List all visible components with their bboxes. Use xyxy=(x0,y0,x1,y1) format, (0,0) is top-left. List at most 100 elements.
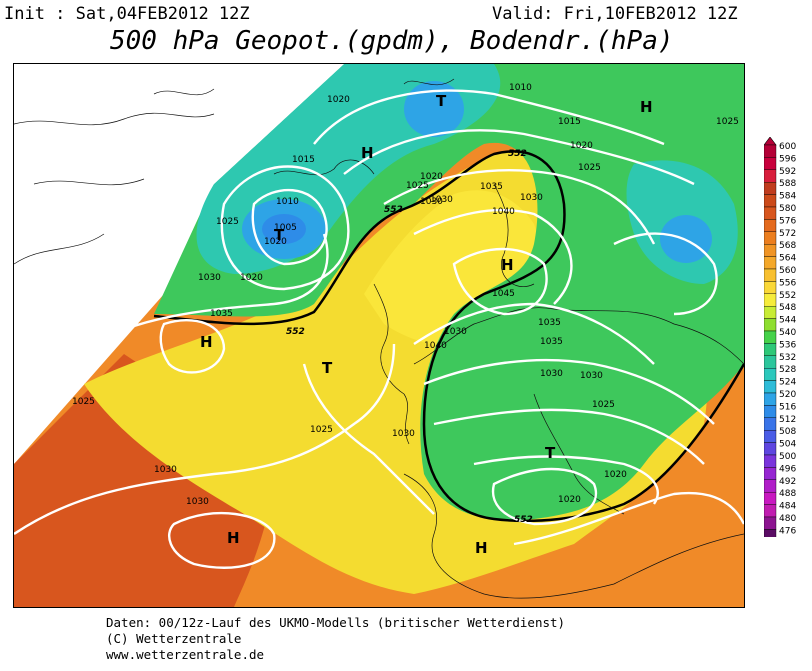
colorbar-swatch xyxy=(764,392,777,406)
svg-text:1030: 1030 xyxy=(420,197,443,207)
colorbar-swatch xyxy=(764,454,777,468)
colorbar-tick-label: 568 xyxy=(779,241,796,251)
colorbar-tick-label: 476 xyxy=(779,526,796,536)
colorbar-tick-label: 520 xyxy=(779,390,796,400)
center-low: T xyxy=(545,444,556,462)
svg-text:1025: 1025 xyxy=(72,397,95,407)
svg-text:1035: 1035 xyxy=(538,318,561,328)
colorbar-tick-label: 532 xyxy=(779,353,796,363)
colorbar-swatch xyxy=(764,144,777,158)
colorbar-swatch xyxy=(764,206,777,220)
svg-text:1035: 1035 xyxy=(540,337,563,347)
coastlines xyxy=(14,78,744,599)
svg-text:1025: 1025 xyxy=(578,163,601,173)
colorbar-tick-label: 548 xyxy=(779,303,796,313)
colorbar-swatch xyxy=(764,194,777,208)
footer-source: Daten: 00/12z-Lauf des UKMO-Modells (bri… xyxy=(106,615,566,630)
svg-text:1020: 1020 xyxy=(240,273,263,283)
svg-text:1030: 1030 xyxy=(580,371,603,381)
colorbar-swatch xyxy=(764,169,777,183)
footer-url: www.wetterzentrale.de xyxy=(106,647,265,662)
colorbar-arrow-top xyxy=(764,137,777,146)
colorbar-legend: 600 596 592 588 584 580 576 572 568 564 560 556 552 5… xyxy=(764,137,796,537)
colorbar-tick-label: 564 xyxy=(779,254,796,264)
colorbar-swatch xyxy=(764,256,777,270)
colorbar-swatch xyxy=(764,182,777,195)
colorbar-swatch xyxy=(764,243,777,257)
colorbar-swatch xyxy=(764,318,777,332)
svg-text:1020: 1020 xyxy=(570,141,593,151)
colorbar-tick-label: 488 xyxy=(779,489,796,499)
colorbar-tick-label: 528 xyxy=(779,365,796,375)
isobar-labels: 1010 1015 1020 1025 1030 1035 1040 1045 … xyxy=(72,83,739,507)
svg-text:1005: 1005 xyxy=(274,223,297,233)
colorbar-swatch xyxy=(764,516,777,530)
svg-text:1025: 1025 xyxy=(406,181,429,191)
svg-text:1025: 1025 xyxy=(592,400,615,410)
colorbar-tick-label: 504 xyxy=(779,440,796,450)
colorbar-swatch xyxy=(764,380,777,394)
colorbar-swatch xyxy=(764,442,777,456)
contour-552-labels: 552 552 552 552 xyxy=(286,149,533,525)
colorbar-tick-label: 480 xyxy=(779,514,796,524)
svg-text:1030: 1030 xyxy=(444,327,467,337)
svg-text:552: 552 xyxy=(286,327,305,337)
colorbar-tick-label: 556 xyxy=(779,278,796,288)
pressure-centers: T H T H T H H T H H xyxy=(200,92,653,557)
svg-text:1030: 1030 xyxy=(154,465,177,475)
svg-text:1030: 1030 xyxy=(392,429,415,439)
svg-text:552: 552 xyxy=(508,149,527,159)
colorbar-swatch xyxy=(764,281,777,294)
colorbar-swatch xyxy=(764,219,777,233)
colorbar-tick-label: 512 xyxy=(779,415,796,425)
chart-title: 500 hPa Geopot.(gpdm), Bodendr.(hPa) xyxy=(110,26,674,56)
colorbar-tick-label: 572 xyxy=(779,229,796,239)
colorbar-swatch xyxy=(764,268,777,282)
svg-text:1030: 1030 xyxy=(520,193,543,203)
field-blue-low2 xyxy=(404,81,464,137)
colorbar-tick-label: 496 xyxy=(779,464,796,474)
colorbar-tick-label: 516 xyxy=(779,402,796,412)
valid-time: Valid: Fri,10FEB2012 12Z xyxy=(492,4,738,24)
colorbar-tick-label: 600 xyxy=(779,142,796,152)
svg-text:552: 552 xyxy=(514,515,533,525)
svg-text:1025: 1025 xyxy=(216,217,239,227)
svg-text:1015: 1015 xyxy=(292,155,315,165)
colorbar-swatch xyxy=(764,367,777,381)
svg-text:1030: 1030 xyxy=(540,369,563,379)
center-high: H xyxy=(501,256,514,274)
colorbar-tick-label: 544 xyxy=(779,316,796,326)
colorbar-swatch xyxy=(764,231,777,245)
svg-text:1020: 1020 xyxy=(420,172,443,182)
colorbar-tick-label: 580 xyxy=(779,204,796,214)
colorbar-tick-label: 584 xyxy=(779,192,796,202)
colorbar-swatch xyxy=(764,330,777,344)
svg-text:1045: 1045 xyxy=(492,289,515,299)
colorbar-tick-label: 552 xyxy=(779,291,796,301)
center-low: T xyxy=(436,92,447,110)
svg-text:1040: 1040 xyxy=(492,207,515,217)
init-time: Init : Sat,04FEB2012 12Z xyxy=(4,4,250,24)
colorbar-swatch xyxy=(764,343,777,356)
colorbar-tick-label: 540 xyxy=(779,328,796,338)
svg-text:1035: 1035 xyxy=(480,182,503,192)
footer-copyright: (C) Wetterzentrale xyxy=(106,631,242,646)
center-high: H xyxy=(475,539,488,557)
colorbar-tick-label: 500 xyxy=(779,452,796,462)
svg-text:1040: 1040 xyxy=(424,341,447,351)
svg-text:1030: 1030 xyxy=(186,497,209,507)
colorbar-swatch xyxy=(764,492,777,505)
svg-text:1025: 1025 xyxy=(310,425,333,435)
weather-map: 1010 1015 1020 1025 1030 1035 1040 1045 … xyxy=(13,63,745,608)
isobars xyxy=(14,89,744,569)
colorbar-swatch xyxy=(764,293,777,307)
colorbar-tick-label: 524 xyxy=(779,378,796,388)
svg-text:1020: 1020 xyxy=(327,95,350,105)
svg-text:1020: 1020 xyxy=(558,495,581,505)
svg-text:1030: 1030 xyxy=(198,273,221,283)
colorbar-tick-label: 484 xyxy=(779,502,796,512)
center-high: H xyxy=(640,98,653,116)
colorbar-swatch xyxy=(764,157,777,170)
colorbar-swatch xyxy=(764,355,777,369)
center-high: H xyxy=(361,144,374,162)
